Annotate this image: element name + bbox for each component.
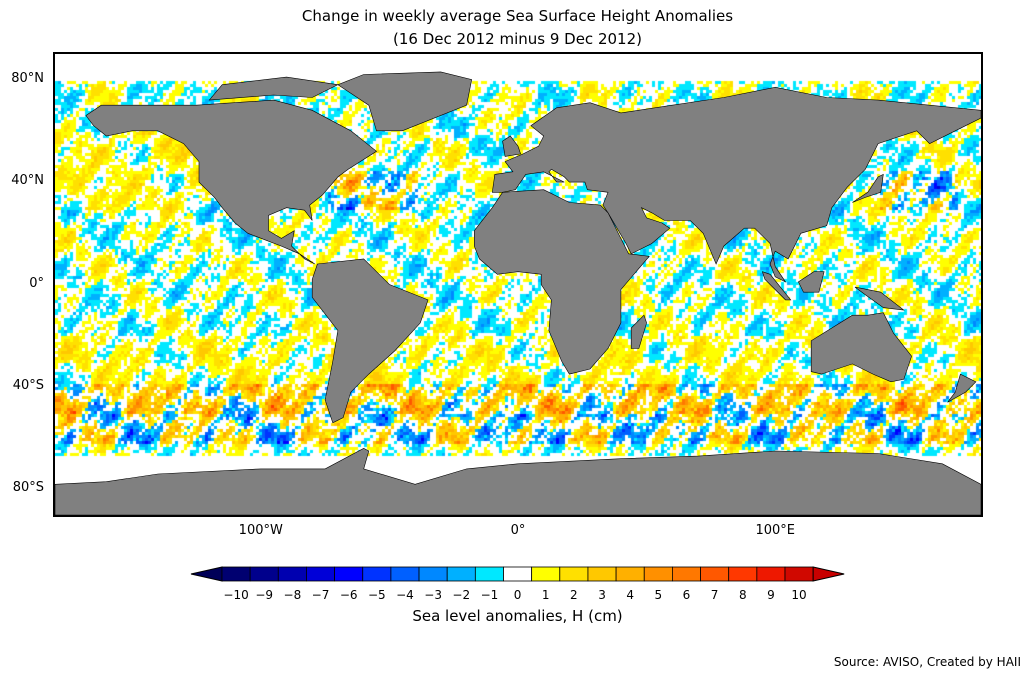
japan-landmass: [852, 173, 884, 203]
colorbar-label: Sea level anomalies, H (cm): [412, 607, 623, 625]
x-tick-label: 0°: [510, 523, 526, 538]
colorbar-segment: [615, 566, 645, 582]
map-plot-area: [53, 52, 983, 517]
y-tick-label: 80°S: [12, 480, 44, 496]
colorbar-segment: [559, 566, 589, 582]
colorbar-segment: [362, 566, 392, 582]
great-britain-landmass: [502, 135, 521, 157]
colorbar-segment: [643, 566, 673, 582]
x-tick-label: 100°W: [238, 523, 283, 538]
colorbar-tick-label: 10: [791, 588, 807, 602]
colorbar-segment: [728, 566, 758, 582]
colorbar-segment: [306, 566, 335, 582]
colorbar-tick-label: −3: [424, 588, 442, 602]
canadian-archipelago-landmass: [208, 76, 339, 101]
y-tick-label: 40°S: [12, 377, 44, 393]
sumatra-landmass: [761, 271, 792, 301]
new-zealand-landmass: [947, 373, 977, 403]
colorbar-tick-label: −5: [367, 588, 386, 602]
colorbar-segment: [700, 566, 730, 582]
colorbar-tick-label: 1: [541, 588, 550, 602]
colorbar-over-extension: [812, 566, 845, 582]
colorbar-segment: [390, 566, 420, 582]
source-credit: Source: AVISO, Created by HAII: [833, 655, 1021, 669]
colorbar-segment: [334, 566, 364, 582]
colorbar-segment: [784, 566, 814, 582]
colorbar-tick-label: −9: [255, 588, 274, 602]
colorbar-tick-label: 7: [710, 588, 719, 602]
chart-title: Change in weekly average Sea Surface Hei…: [301, 7, 734, 25]
madagascar-landmass: [630, 314, 647, 349]
y-tick-label: 0°: [29, 275, 44, 291]
africa-landmass: [473, 189, 650, 375]
colorbar-segment: [531, 566, 561, 582]
colorbar-segment: [221, 566, 251, 582]
colorbar-segment: [474, 566, 504, 582]
y-tick-label: 40°N: [11, 173, 44, 189]
north-america-landmass: [85, 99, 378, 265]
colorbar-tick-label: −1: [480, 588, 499, 602]
colorbar-segment: [418, 566, 448, 582]
x-tick-label: 100°E: [755, 523, 795, 538]
antarctica-landmass: [55, 448, 981, 515]
colorbar-under-extension: [190, 566, 223, 582]
colorbar-segment: [587, 566, 617, 582]
colorbar-tick-label: 5: [654, 588, 663, 602]
colorbar-segment: [503, 566, 533, 582]
colorbar-tick-label: −6: [339, 588, 358, 602]
colorbar-tick-label: −4: [396, 588, 414, 602]
colorbar-tick-label: −7: [311, 588, 330, 602]
colorbar-tick-label: −8: [283, 588, 302, 602]
y-tick-label: 80°N: [11, 70, 44, 86]
colorbar-tick-label: 6: [682, 588, 691, 602]
colorbar-tick-label: 0: [513, 588, 522, 602]
continents-layer: [55, 71, 981, 515]
colorbar: [190, 566, 845, 582]
colorbar-tick-label: 2: [570, 588, 578, 602]
chart-subtitle: (16 Dec 2012 minus 9 Dec 2012): [393, 30, 642, 48]
eurasia-landmass: [491, 86, 981, 283]
new-guinea-landmass: [854, 286, 905, 311]
colorbar-tick-label: −2: [452, 588, 471, 602]
south-america-landmass: [311, 258, 429, 424]
colorbar-segment: [756, 566, 786, 582]
colorbar-tick-label: 3: [598, 588, 606, 602]
australia-landmass: [810, 312, 912, 383]
borneo-landmass: [798, 271, 825, 293]
colorbar-tick-label: 9: [767, 588, 775, 602]
colorbar-segment: [671, 566, 701, 582]
greenland-landmass: [337, 71, 473, 132]
colorbar-tick-label: −10: [223, 588, 249, 602]
colorbar-tick-label: 4: [626, 588, 634, 602]
colorbar-segment: [446, 566, 476, 582]
colorbar-tick-label: 8: [738, 588, 747, 602]
colorbar-segment: [249, 566, 279, 582]
colorbar-segment: [277, 566, 307, 582]
